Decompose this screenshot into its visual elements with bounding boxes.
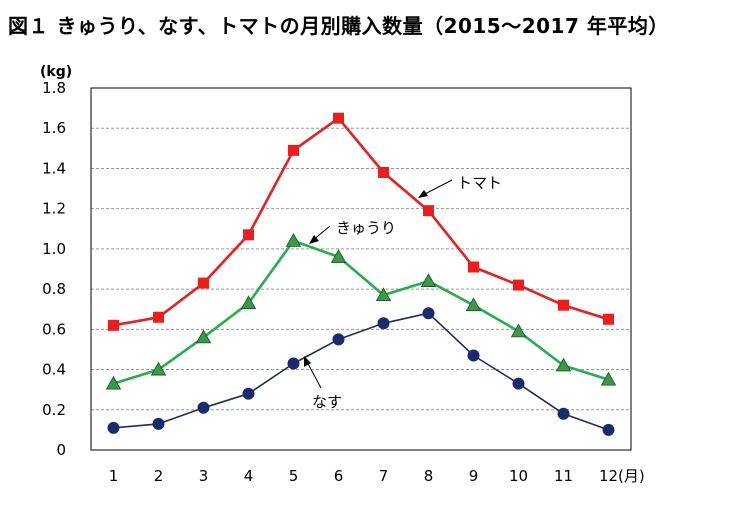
series-label-tomato: トマト [457,174,502,192]
y-tick-label: 1.4 [42,159,66,177]
data-point [377,317,390,330]
x-tick-label: 3 [199,467,209,485]
data-point [468,261,479,273]
data-point [287,357,300,370]
data-point [152,417,165,430]
arrowhead-cucumber [309,235,319,244]
data-point [378,166,389,178]
x-tick-label: 6 [334,467,344,485]
plot-frame [90,87,632,451]
y-tick-label: 1.2 [42,200,66,218]
annotation-cucumber: きゅうり [309,219,396,244]
data-point [423,205,434,217]
x-tick-label: 1 [109,467,119,485]
annotation-tomato: トマト [418,174,502,198]
data-point [510,323,527,338]
x-tick-label: 2 [154,467,164,485]
y-tick-label: 0.2 [42,401,66,419]
data-point [513,279,524,291]
series-line [113,116,609,327]
y-tick-label: 1.6 [42,119,66,137]
series-circle [107,307,615,436]
data-point [422,307,435,320]
y-tick-labels: 0 0.2 0.4 0.6 0.8 1.0 1.2 1.4 1.6 1.8 [42,79,66,459]
x-tick-label: 9 [469,467,479,485]
series-line [113,312,609,431]
x-axis-unit: (月) [618,467,645,485]
data-point [332,333,345,346]
data-point [153,311,164,323]
y-tick-label: 0.6 [42,320,66,338]
data-point [285,233,302,247]
annotation-arrow-eggplant [305,359,322,389]
data-point [603,313,614,325]
arrowhead-eggplant [304,356,311,367]
data-point [602,423,615,436]
x-tick-labels: 1 2 3 4 5 6 7 8 9 10 11 12 [109,467,618,485]
x-tick-label: 5 [289,467,299,485]
data-point [375,287,392,302]
series-line [113,239,609,385]
data-point [330,249,347,263]
x-tick-label: 8 [424,467,434,485]
data-point [240,295,257,310]
data-point [197,401,210,414]
data-point [288,144,299,156]
grid-lines [91,127,631,411]
data-point [558,299,569,311]
data-point [512,377,525,390]
x-tick-label: 11 [554,467,573,485]
y-tick-label: 1.0 [42,240,66,258]
data-point [557,407,570,420]
x-tick-label: 12 [599,467,618,485]
data-point [243,229,254,241]
data-point [108,319,119,331]
data-point [555,357,572,372]
y-tick-label: 0.8 [42,280,66,298]
y-tick-label: 0 [56,441,66,459]
y-tick-label: 0.4 [42,361,66,379]
annotation-eggplant: なす [304,356,342,411]
series-label-eggplant: なす [312,393,342,411]
chart-title: 図１ きゅうり、なす、トマトの月別購入数量（2015～2017 年平均） [8,14,669,38]
data-point [600,371,617,386]
data-point [420,273,437,287]
data-point [467,349,480,362]
x-tick-label: 10 [509,467,528,485]
data-point [195,329,212,344]
series-triangle [105,233,617,390]
series-label-cucumber: きゅうり [336,219,396,237]
data-point [105,375,122,390]
series-layer [105,112,617,436]
data-point [465,297,482,312]
data-point [333,112,344,124]
arrowhead-tomato [418,190,428,198]
y-tick-label: 1.8 [42,79,66,97]
data-point [198,277,209,289]
x-tick-label: 7 [379,467,389,485]
x-tick-label: 4 [244,467,254,485]
data-point [150,361,167,376]
data-point [107,421,120,434]
series-square [108,112,614,331]
y-axis-unit: (kg) [40,64,72,80]
data-point [242,387,255,400]
